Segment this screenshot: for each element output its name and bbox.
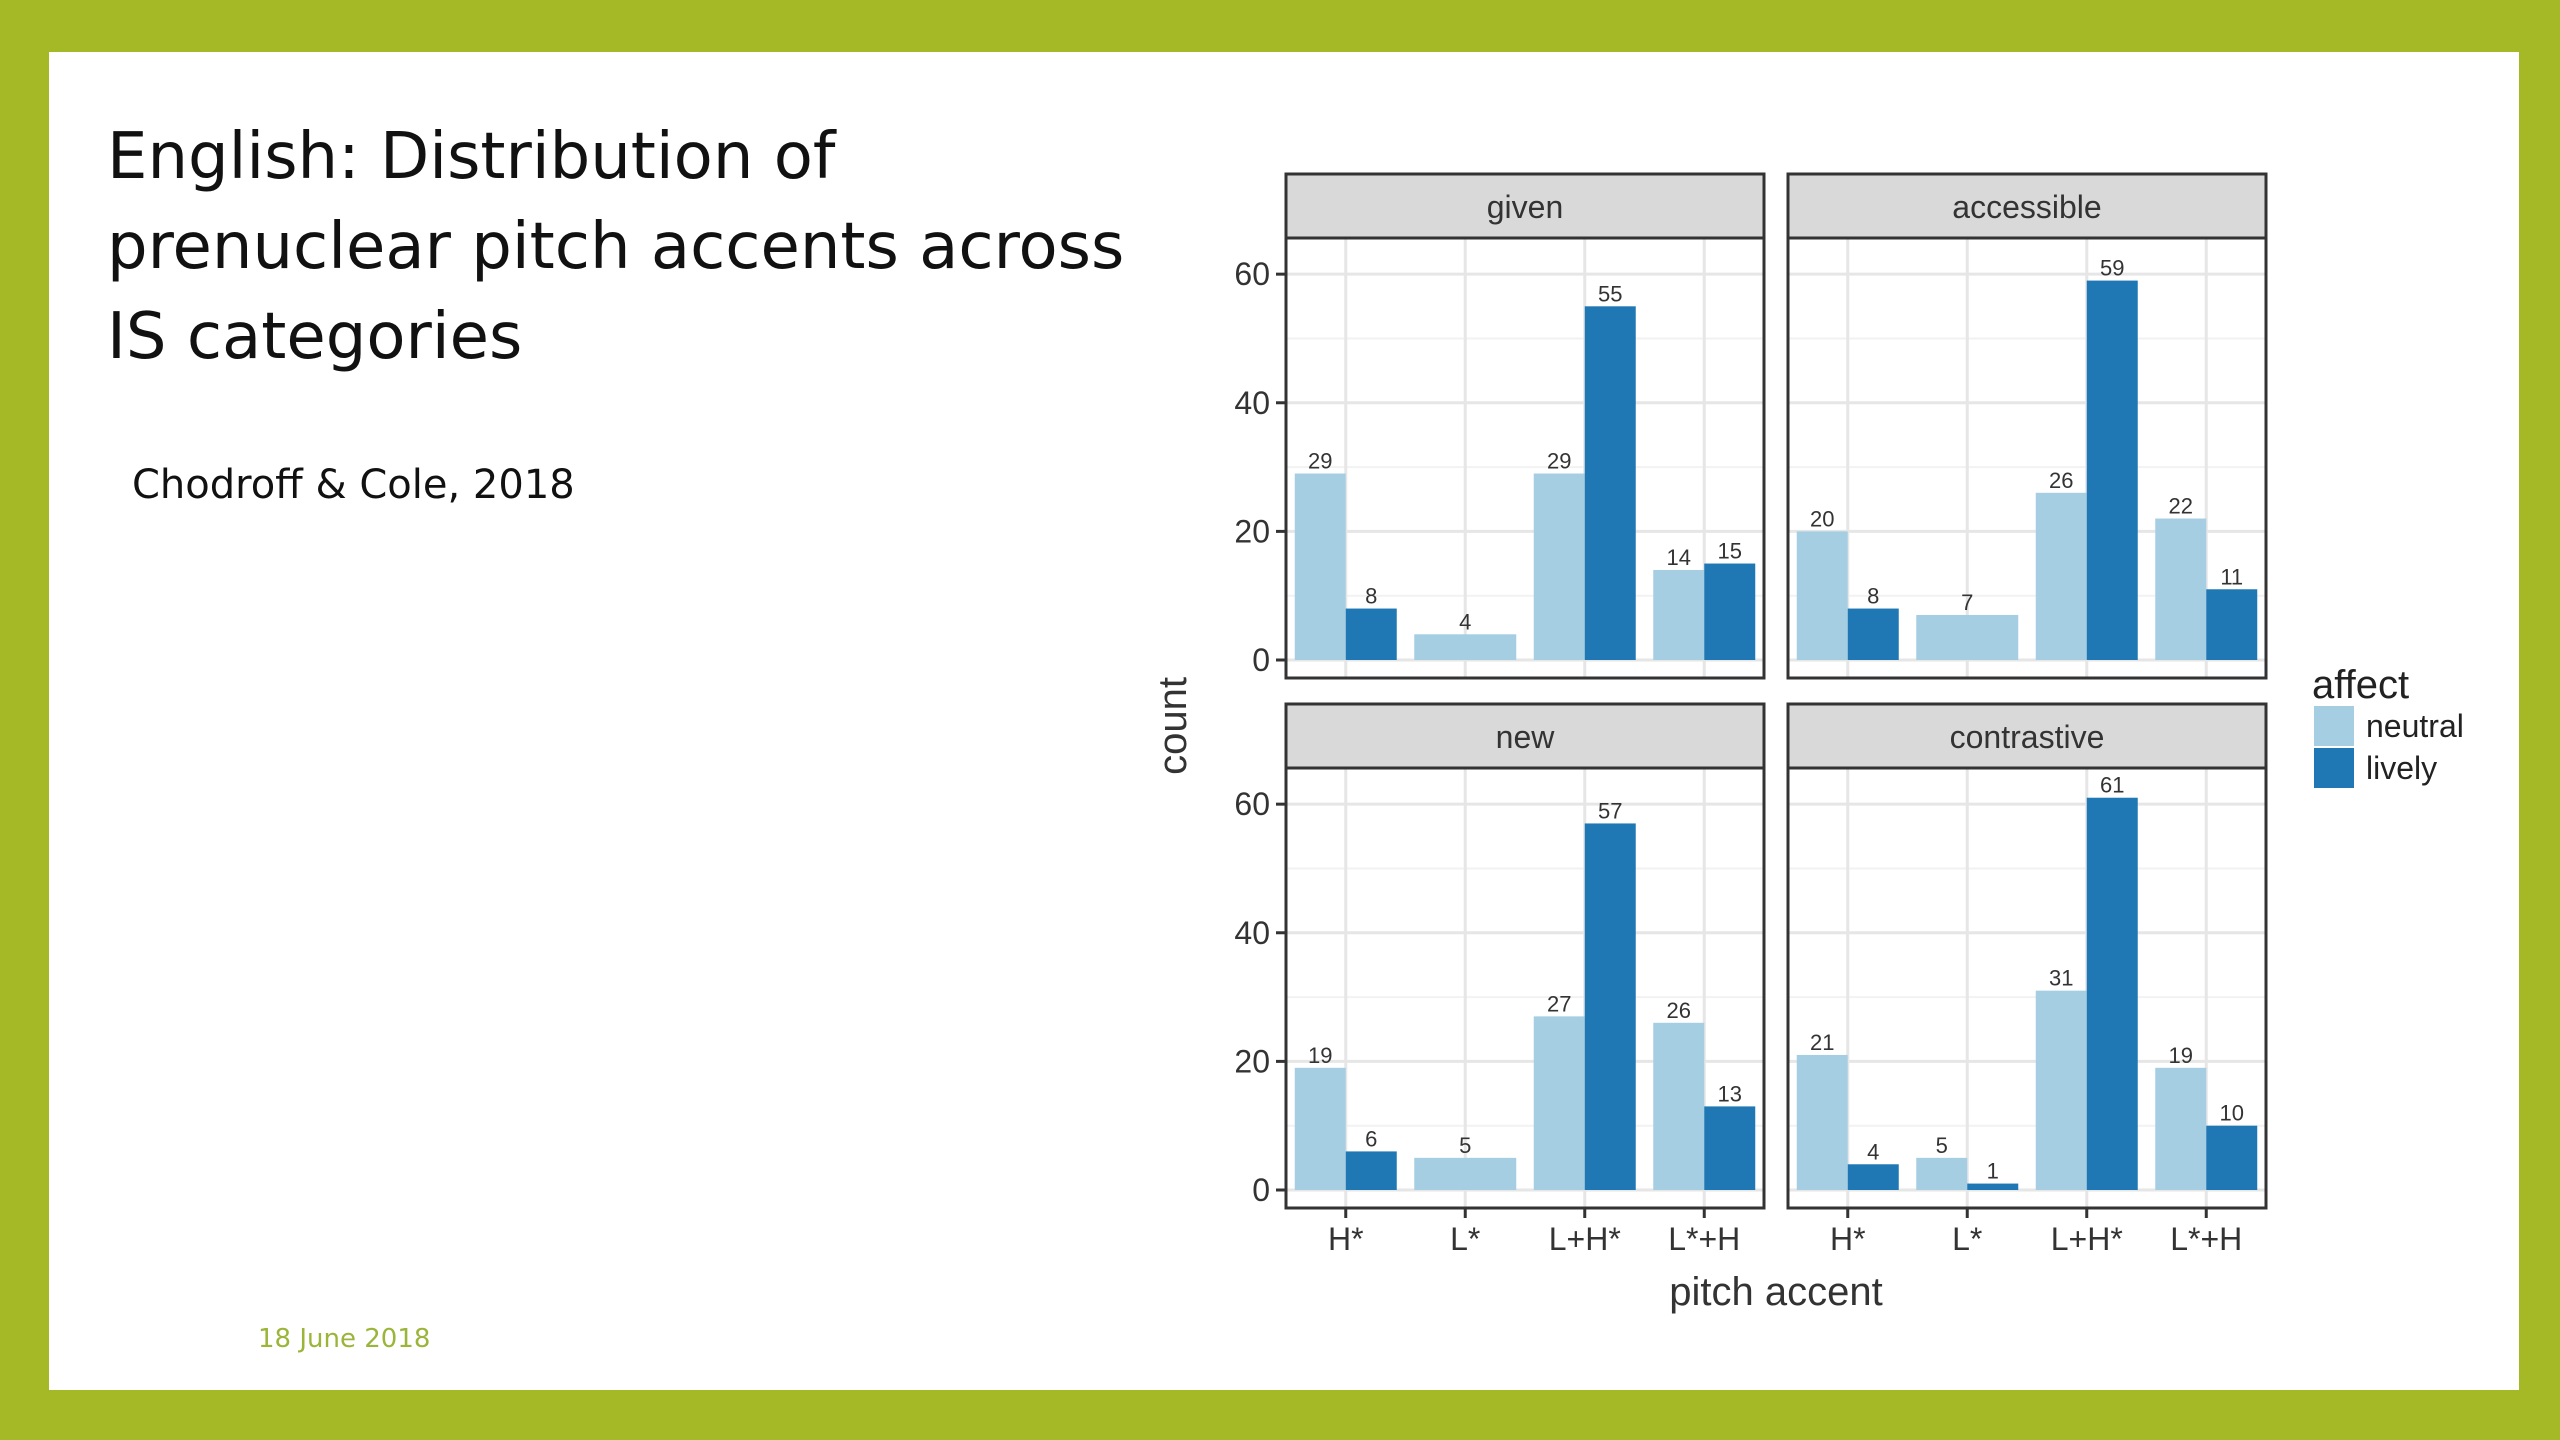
data-label-neutral: 22 [2169, 494, 2193, 519]
bar-lively [1704, 1106, 1756, 1190]
bar-neutral [1796, 1054, 1848, 1190]
data-label-lively: 13 [1718, 1081, 1742, 1106]
x-tick-label: L*+H [2170, 1221, 2242, 1257]
data-label-lively: 1 [1987, 1159, 1999, 1184]
y-tick-label: 20 [1234, 513, 1270, 549]
bar-neutral [1533, 473, 1585, 660]
facet-label: contrastive [1950, 719, 2105, 755]
y-tick-label: 40 [1234, 915, 1270, 951]
x-tick-label: L*+H [1668, 1221, 1740, 1257]
data-label-lively: 15 [1718, 539, 1742, 564]
bar-neutral [1294, 473, 1346, 660]
data-label-lively: 8 [1867, 584, 1879, 609]
y-tick-label: 0 [1252, 1172, 1270, 1208]
data-label-neutral: 5 [1459, 1133, 1471, 1158]
data-label-neutral: 29 [1547, 449, 1571, 474]
panel-border [1786, 766, 2268, 1210]
bar-lively [2206, 1125, 2258, 1190]
citation: Chodroff & Cole, 2018 [132, 462, 575, 508]
data-label-neutral: 7 [1961, 590, 1973, 615]
x-tick-label: L+H* [1549, 1221, 1621, 1257]
bar-lively [2206, 589, 2258, 660]
data-label-lively: 57 [1598, 798, 1622, 823]
y-tick-label: 60 [1234, 256, 1270, 292]
facet-strip [1284, 702, 1766, 770]
bar-neutral [1796, 531, 1848, 660]
data-label-neutral: 14 [1667, 545, 1691, 570]
legend-title: affect [2312, 663, 2409, 707]
y-tick-label: 60 [1234, 786, 1270, 822]
bar-neutral [1916, 1157, 1968, 1190]
bar-lively [1584, 306, 1636, 660]
data-label-neutral: 4 [1459, 609, 1471, 634]
data-label-neutral: 21 [1810, 1030, 1834, 1055]
x-tick-label: L* [1952, 1221, 1982, 1257]
y-tick-label: 20 [1234, 1043, 1270, 1079]
x-axis-title: pitch accent [1669, 1270, 1882, 1314]
footer-date: 18 June 2018 [258, 1324, 431, 1354]
data-label-neutral: 29 [1308, 449, 1332, 474]
data-label-lively: 4 [1867, 1139, 1879, 1164]
data-label-lively: 10 [2220, 1101, 2244, 1126]
data-label-lively: 11 [2220, 564, 2243, 589]
y-axis-title: count [1151, 677, 1195, 775]
data-label-neutral: 26 [1667, 998, 1691, 1023]
legend-swatch-neutral [2314, 706, 2354, 746]
bar-lively [1847, 1164, 1899, 1190]
legend-label-neutral: neutral [2366, 708, 2464, 744]
panel-border [1284, 236, 1766, 680]
data-label-neutral: 27 [1547, 991, 1571, 1016]
y-tick-label: 40 [1234, 385, 1270, 421]
bar-lively [1345, 1151, 1397, 1190]
facet-label: given [1487, 189, 1564, 225]
bar-neutral [1653, 1022, 1705, 1190]
data-label-lively: 6 [1365, 1126, 1377, 1151]
data-label-neutral: 19 [1308, 1043, 1332, 1068]
slide-title: English: Distribution of prenuclear pitc… [107, 120, 1125, 374]
data-label-neutral: 20 [1810, 506, 1834, 531]
data-label-lively: 59 [2100, 256, 2124, 281]
x-tick-label: L* [1450, 1221, 1480, 1257]
facet-strip [1284, 172, 1766, 240]
bar-lively [2086, 797, 2138, 1190]
bar-neutral [1653, 569, 1705, 660]
data-label-lively: 61 [2100, 773, 2124, 798]
x-tick-label: H* [1328, 1221, 1364, 1257]
data-label-neutral: 31 [2049, 966, 2073, 991]
legend-label-lively: lively [2366, 750, 2437, 786]
bar-neutral [1414, 634, 1517, 660]
x-tick-label: H* [1830, 1221, 1866, 1257]
x-tick-label: L+H* [2051, 1221, 2123, 1257]
panel-border [1284, 766, 1766, 1210]
bar-lively [1584, 823, 1636, 1190]
data-label-neutral: 5 [1936, 1133, 1948, 1158]
data-label-lively: 55 [1598, 281, 1622, 306]
bar-neutral [1294, 1067, 1346, 1190]
data-label-neutral: 26 [2049, 468, 2073, 493]
bar-neutral [2155, 1067, 2207, 1190]
facet-label: new [1496, 719, 1556, 755]
panel-border [1786, 236, 2268, 680]
bar-lively [1345, 608, 1397, 660]
data-label-neutral: 19 [2169, 1043, 2193, 1068]
bar-neutral [2035, 492, 2087, 660]
bar-neutral [1414, 1157, 1517, 1190]
facet-label: accessible [1952, 189, 2101, 225]
legend-swatch-lively [2314, 748, 2354, 788]
bar-lively [1704, 563, 1756, 660]
bar-lively [1847, 608, 1899, 660]
bar-neutral [1533, 1016, 1585, 1190]
bar-neutral [1916, 614, 2019, 660]
bar-neutral [2035, 990, 2087, 1190]
bar-lively [2086, 280, 2138, 660]
bar-neutral [2155, 518, 2207, 660]
facet-strip [1786, 702, 2268, 770]
bar-lively [1967, 1183, 2019, 1190]
y-tick-label: 0 [1252, 642, 1270, 678]
data-label-lively: 8 [1365, 584, 1377, 609]
